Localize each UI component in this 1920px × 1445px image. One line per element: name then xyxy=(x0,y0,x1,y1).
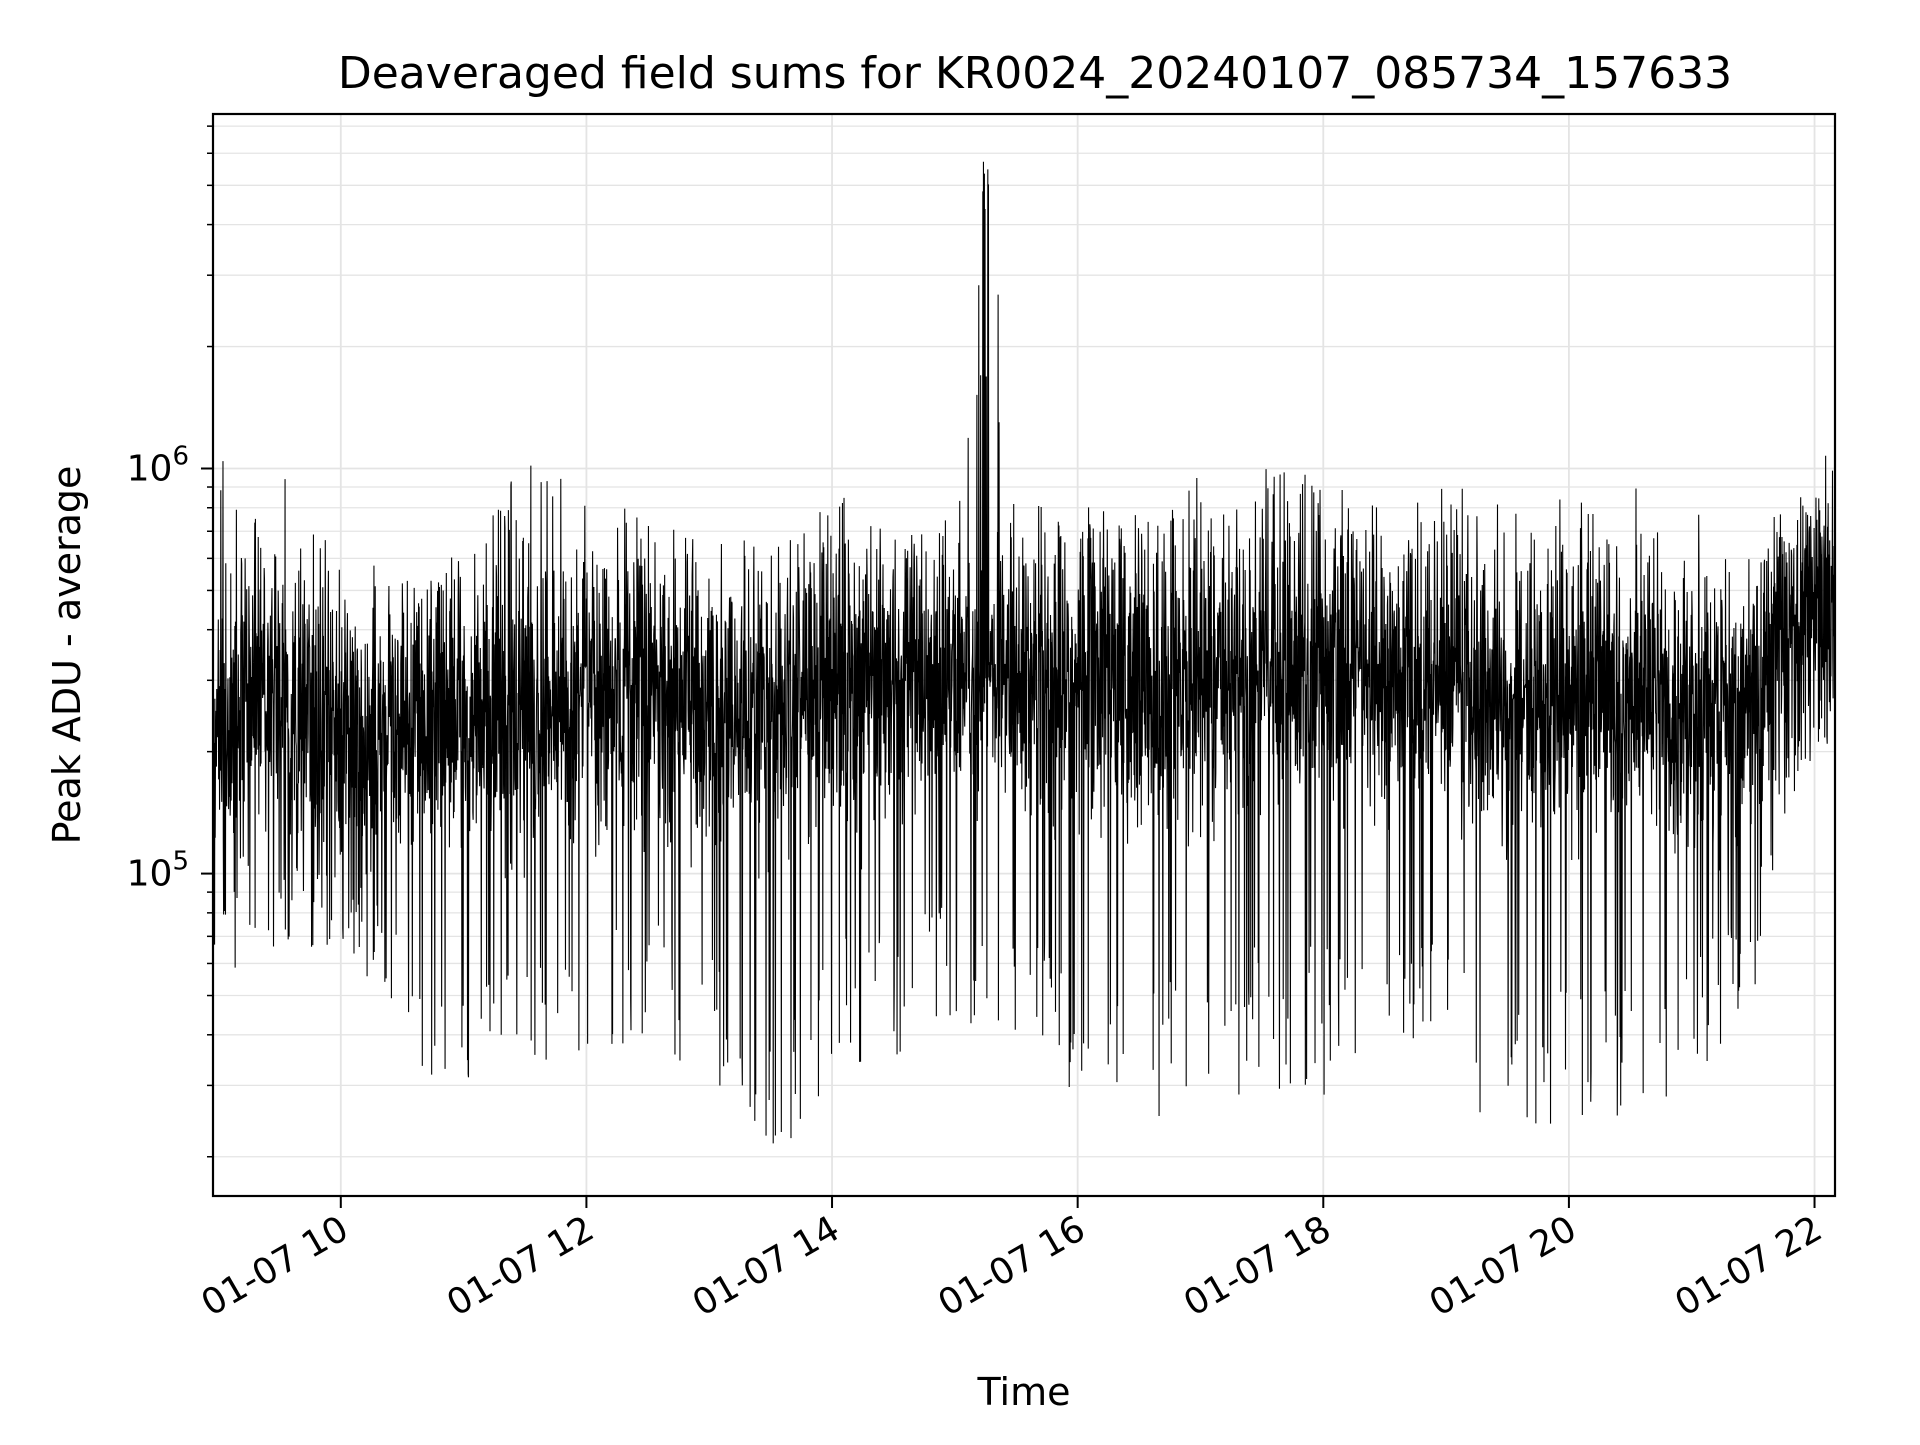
series-layer xyxy=(212,161,1836,1144)
x-tick-label: 01-07 14 xyxy=(686,1208,847,1324)
x-tick-label: 01-07 20 xyxy=(1423,1208,1584,1324)
series-line xyxy=(212,161,1836,1144)
x-axis: 01-07 10 01-07 12 01-07 14 01-07 16 01-07 18… xyxy=(195,1196,1829,1325)
y-axis: 105 106 xyxy=(127,125,213,1158)
x-tick-label: 01-07 12 xyxy=(440,1208,601,1324)
x-tick-label: 01-07 18 xyxy=(1177,1208,1338,1324)
x-axis-label: Time xyxy=(977,1370,1071,1414)
plot-frame xyxy=(211,112,1837,1198)
y-tick-label: 105 xyxy=(127,847,189,895)
x-tick-label: 01-07 22 xyxy=(1668,1208,1829,1324)
y-axis-label: Peak ADU - average xyxy=(45,466,89,845)
y-tick-label: 106 xyxy=(127,441,189,489)
chart-title: Deaveraged field sums for KR0024_2024010… xyxy=(338,48,1732,99)
x-tick-label: 01-07 10 xyxy=(195,1208,356,1324)
x-tick-label: 01-07 16 xyxy=(931,1208,1092,1324)
